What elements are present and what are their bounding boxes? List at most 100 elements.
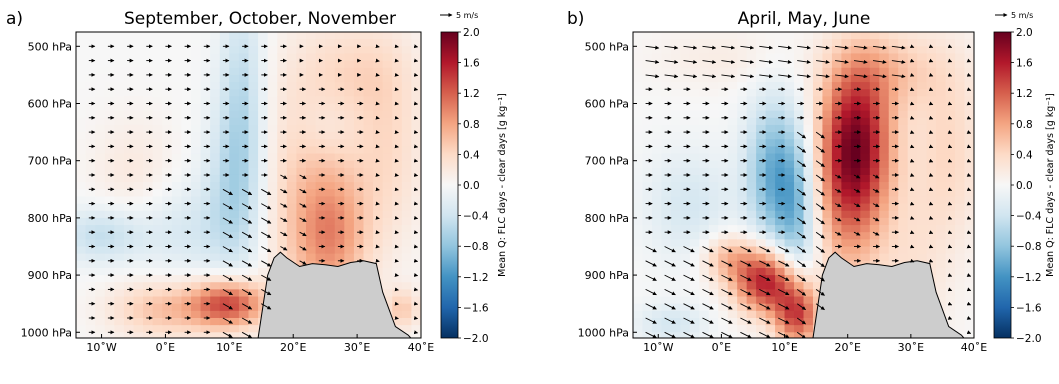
heat-cell xyxy=(841,225,852,233)
heat-cell xyxy=(286,196,298,205)
heat-cell xyxy=(803,60,814,69)
heat-cell xyxy=(373,146,384,155)
heat-cell xyxy=(879,74,890,83)
heat-cell xyxy=(680,146,691,155)
heat-cell xyxy=(200,260,211,269)
heat-cell xyxy=(689,174,700,183)
heat-cell xyxy=(133,153,144,162)
heat-cell xyxy=(325,74,336,83)
wind-arrow xyxy=(280,231,288,237)
heat-cell xyxy=(114,53,125,62)
heat-cell xyxy=(296,225,307,233)
wind-arrow xyxy=(872,174,880,179)
heat-cell xyxy=(401,275,413,283)
heat-cell xyxy=(315,32,326,40)
heat-cell xyxy=(917,210,928,219)
wind-arrow xyxy=(740,74,755,79)
heat-cell xyxy=(296,239,307,248)
heat-cell xyxy=(363,139,374,147)
wind-arrow xyxy=(645,331,657,338)
heat-cell xyxy=(277,160,288,169)
wind-arrow xyxy=(702,274,714,281)
wind-arrow xyxy=(740,288,752,296)
heat-cell xyxy=(248,303,259,312)
heat-cell xyxy=(756,225,767,233)
heat-cell xyxy=(756,117,767,126)
wind-arrow xyxy=(413,87,419,92)
heat-cell xyxy=(633,67,644,76)
heat-cell xyxy=(756,260,767,269)
heat-cell xyxy=(325,153,336,162)
heat-cell xyxy=(76,282,87,290)
heat-cell xyxy=(104,174,115,183)
heat-cell xyxy=(737,82,748,90)
heat-cell xyxy=(803,32,814,40)
heat-cell xyxy=(917,46,928,55)
heat-cell xyxy=(822,153,833,162)
heat-cell xyxy=(286,225,298,233)
heat-cell xyxy=(123,32,135,40)
heat-cell xyxy=(104,167,115,176)
heat-cell xyxy=(708,210,719,219)
heat-cell xyxy=(258,167,269,176)
heat-cell xyxy=(191,74,202,83)
wind-arrow xyxy=(222,217,233,224)
heat-cell xyxy=(363,74,374,83)
heat-cell xyxy=(229,46,240,55)
heat-cell xyxy=(133,232,144,240)
heat-cell xyxy=(133,32,144,40)
heat-cell xyxy=(803,96,814,105)
heat-cell xyxy=(181,132,192,140)
heat-cell xyxy=(171,132,183,140)
heat-cell xyxy=(363,53,374,62)
heat-cell xyxy=(133,239,144,248)
heat-cell xyxy=(210,96,221,105)
heat-cell xyxy=(210,124,221,133)
heat-cell xyxy=(267,225,278,233)
wind-arrow xyxy=(909,144,915,149)
heat-cell xyxy=(325,96,336,105)
heat-cell xyxy=(888,110,899,119)
heat-cell xyxy=(277,203,288,212)
heat-cell xyxy=(841,32,852,40)
heat-cell xyxy=(718,96,729,105)
heat-cell xyxy=(765,146,776,155)
heat-cell xyxy=(784,260,795,269)
heat-cell xyxy=(661,89,672,97)
heat-cell xyxy=(784,132,795,140)
wind-arrow xyxy=(928,215,934,220)
heat-cell xyxy=(401,74,413,83)
heat-cell xyxy=(363,203,374,212)
heat-cell xyxy=(200,146,211,155)
heat-cell xyxy=(143,82,154,90)
heat-cell xyxy=(775,89,786,97)
heat-cell xyxy=(699,39,710,47)
heat-cell xyxy=(718,289,729,298)
x-tick-label: 40˚E xyxy=(408,341,434,354)
heat-cell xyxy=(907,189,918,198)
heat-cell xyxy=(344,167,355,176)
heat-cell xyxy=(152,317,163,326)
heat-cell xyxy=(248,32,259,40)
wind-arrow xyxy=(413,201,419,206)
heat-cell xyxy=(765,310,776,319)
heat-cell xyxy=(633,103,644,112)
terrain-profile xyxy=(812,251,965,338)
heat-cell xyxy=(152,310,163,319)
heat-cell xyxy=(803,153,814,162)
heat-cell xyxy=(765,124,776,133)
wind-arrow xyxy=(947,130,953,134)
heat-cell xyxy=(296,189,307,198)
heat-cell xyxy=(670,182,681,190)
heat-cell xyxy=(123,89,135,97)
wind-arrow xyxy=(375,144,380,149)
heat-cell xyxy=(143,232,154,240)
heat-cell xyxy=(238,260,250,269)
heat-cell xyxy=(727,267,738,276)
heat-cell xyxy=(907,46,918,55)
heat-cell xyxy=(200,174,211,183)
wind-arrow xyxy=(664,288,676,296)
heat-cell xyxy=(670,260,681,269)
heat-cell xyxy=(680,196,691,205)
